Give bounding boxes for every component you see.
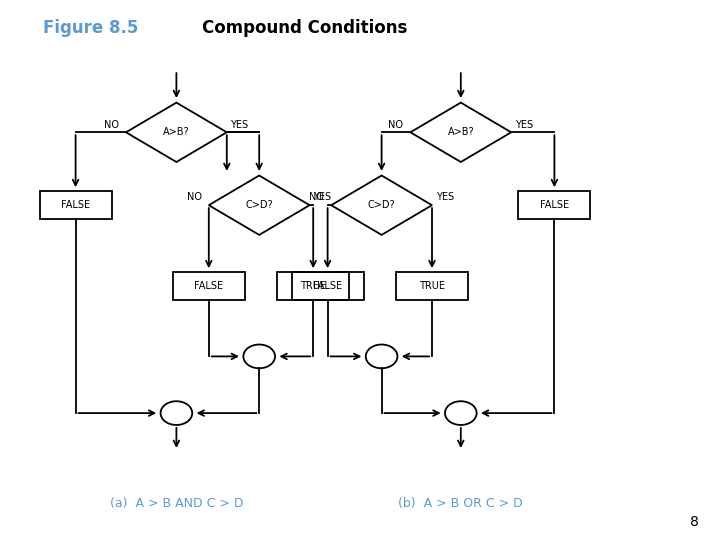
Text: FALSE: FALSE [194, 281, 223, 291]
Text: (b)  A > B OR C > D: (b) A > B OR C > D [398, 497, 523, 510]
Text: NO: NO [186, 192, 202, 202]
Text: NO: NO [104, 119, 119, 130]
Text: A>B?: A>B? [163, 127, 189, 137]
Text: NO: NO [309, 192, 324, 202]
Text: (a)  A > B AND C > D: (a) A > B AND C > D [109, 497, 243, 510]
Text: FALSE: FALSE [540, 200, 569, 210]
Text: YES: YES [436, 192, 454, 202]
Text: YES: YES [515, 119, 533, 130]
Text: YES: YES [313, 192, 331, 202]
Text: A>B?: A>B? [448, 127, 474, 137]
Text: C>D?: C>D? [368, 200, 395, 210]
Text: FALSE: FALSE [313, 281, 342, 291]
Text: TRUE: TRUE [419, 281, 445, 291]
Text: Figure 8.5: Figure 8.5 [43, 19, 138, 37]
Text: NO: NO [388, 119, 403, 130]
Text: TRUE: TRUE [300, 281, 326, 291]
Text: 8: 8 [690, 515, 698, 529]
Text: Compound Conditions: Compound Conditions [202, 19, 407, 37]
Text: YES: YES [230, 119, 248, 130]
Text: C>D?: C>D? [246, 200, 273, 210]
Text: FALSE: FALSE [61, 200, 90, 210]
